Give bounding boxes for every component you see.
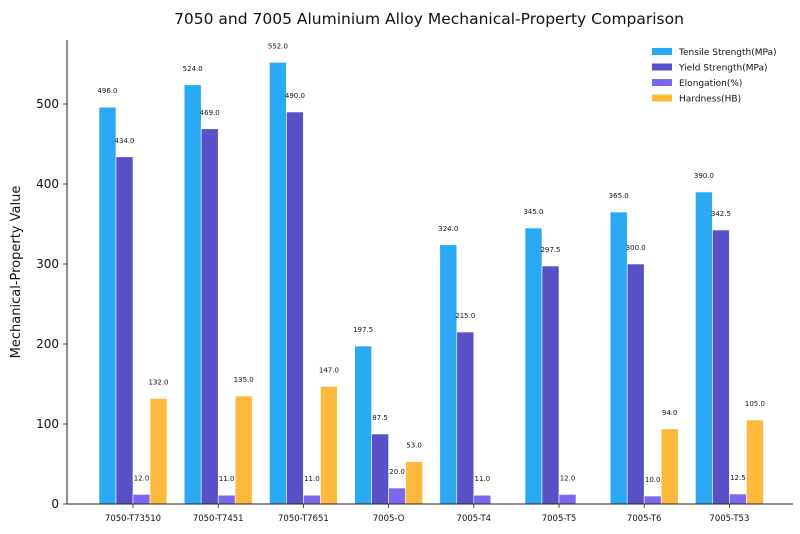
bar-value-label: 345.0 xyxy=(523,208,543,216)
y-tick-label: 300 xyxy=(36,257,59,271)
bar-7050-T73510-series-1 xyxy=(115,156,134,505)
bar-7005-T5-series-0 xyxy=(524,227,543,505)
bar-value-label: 87.5 xyxy=(372,414,388,422)
bar-value-label: 365.0 xyxy=(609,192,629,200)
bar-7005-T5-series-2 xyxy=(558,494,577,505)
bar-value-label: 12.0 xyxy=(134,474,150,482)
bar-value-label: 10.0 xyxy=(645,476,661,484)
bars-layer xyxy=(98,62,764,505)
bar-7050-T73510-series-2 xyxy=(132,494,151,505)
bar-7050-T73510-series-3 xyxy=(149,398,168,505)
bar-value-label: 147.0 xyxy=(319,366,339,374)
axes-layer: 7050-T73510 7050-T7451 7050-T7651 7005-O 700… xyxy=(36,40,793,524)
bar-7050-T7451-series-2 xyxy=(217,494,236,505)
legend-label: Hardness(HB) xyxy=(679,95,741,105)
x-tick-label: 7050-T73510 xyxy=(105,514,161,524)
bar-value-label: 490.0 xyxy=(285,92,305,100)
bar-7005-T6-series-0 xyxy=(609,211,628,505)
bar-7005-O-series-0 xyxy=(354,345,372,505)
legend-swatch xyxy=(652,94,672,102)
bar-value-label: 105.0 xyxy=(745,400,765,408)
legend-swatch xyxy=(652,79,672,86)
bar-7050-T7451-series-1 xyxy=(200,128,219,505)
bar-value-label: 390.0 xyxy=(694,172,714,180)
bar-value-label: 552.0 xyxy=(268,42,288,50)
x-tick-label: 7005-T5 xyxy=(542,514,577,524)
bar-value-label: 297.5 xyxy=(540,246,560,254)
legend-label: Elongation(%) xyxy=(679,79,742,89)
x-tick-label: 7005-T4 xyxy=(457,514,492,524)
bar-value-label: 469.0 xyxy=(200,109,220,117)
bar-value-label: 197.5 xyxy=(353,326,373,334)
bar-value-label: 135.0 xyxy=(234,376,254,384)
bar-7050-T73510-series-0 xyxy=(98,106,117,505)
value-labels-layer: 496.0 434.0 12.0 132.0 524.0 469.0 11.0 135.0 55… xyxy=(97,42,764,484)
bar-value-label: 132.0 xyxy=(148,378,168,386)
bar-7005-O-series-1 xyxy=(371,433,389,505)
bar-value-label: 300.0 xyxy=(626,244,646,252)
x-tick-label: 7005-T53 xyxy=(709,514,749,524)
bar-7005-T6-series-3 xyxy=(660,428,679,505)
bar-7005-O-series-2 xyxy=(388,487,406,505)
bar-7005-T5-series-1 xyxy=(541,265,560,505)
bar-value-label: 20.0 xyxy=(389,468,405,476)
bar-value-label: 324.0 xyxy=(438,225,458,233)
legend-label: Yield Strength(MPa) xyxy=(678,64,768,74)
bar-7005-T6-series-1 xyxy=(626,263,645,505)
y-axis-label: Mechanical-Property Value xyxy=(9,186,24,359)
bar-7005-T4-series-0 xyxy=(439,244,458,505)
legend-swatch xyxy=(652,48,672,55)
bar-value-label: 12.5 xyxy=(730,474,746,482)
bar-7005-T53-series-1 xyxy=(712,229,730,505)
bar-value-label: 496.0 xyxy=(97,87,117,95)
x-tick-label: 7050-T7651 xyxy=(278,514,329,524)
bar-7050-T7651-series-3 xyxy=(320,386,338,505)
bar-7005-O-series-3 xyxy=(405,461,423,505)
legend-label: Tensile Strength(MPa) xyxy=(678,48,777,58)
y-tick-label: 100 xyxy=(36,417,59,431)
bar-7050-T7451-series-0 xyxy=(183,84,202,505)
bar-7050-T7651-series-0 xyxy=(269,62,287,505)
bar-7005-T4-series-1 xyxy=(456,331,475,505)
bar-value-label: 12.0 xyxy=(560,474,576,482)
x-tick-label: 7050-T7451 xyxy=(193,514,244,524)
bar-7050-T7651-series-2 xyxy=(303,494,321,505)
bar-value-label: 11.0 xyxy=(304,475,320,483)
y-tick-label: 400 xyxy=(36,177,59,191)
x-tick-label: 7005-O xyxy=(373,514,405,524)
bar-value-label: 11.0 xyxy=(219,475,235,483)
bar-value-label: 524.0 xyxy=(183,65,203,73)
y-tick-label: 0 xyxy=(51,497,59,511)
chart-legend: Tensile Strength(MPa) Yield Strength(MPa)… xyxy=(652,48,777,105)
bar-value-label: 53.0 xyxy=(406,442,422,450)
bar-7050-T7651-series-1 xyxy=(286,111,304,505)
bar-7005-T6-series-2 xyxy=(643,495,662,505)
x-tick-label: 7005-T6 xyxy=(627,514,662,524)
bar-7050-T7451-series-3 xyxy=(234,395,253,505)
bar-7005-T53-series-3 xyxy=(746,419,764,505)
bar-value-label: 434.0 xyxy=(114,137,134,145)
legend-swatch xyxy=(652,63,672,71)
bar-value-label: 342.5 xyxy=(711,210,731,218)
bar-7005-T53-series-2 xyxy=(729,493,747,505)
y-tick-label: 200 xyxy=(36,337,59,351)
bar-value-label: 11.0 xyxy=(475,475,491,483)
bar-value-label: 94.0 xyxy=(662,409,678,417)
bar-value-label: 215.0 xyxy=(455,312,475,320)
y-tick-label: 500 xyxy=(36,97,59,111)
bar-7005-T53-series-0 xyxy=(695,191,713,505)
chart-title: 7050 and 7005 Aluminium Alloy Mechanical… xyxy=(174,10,684,28)
bar-7005-T4-series-2 xyxy=(473,494,492,505)
